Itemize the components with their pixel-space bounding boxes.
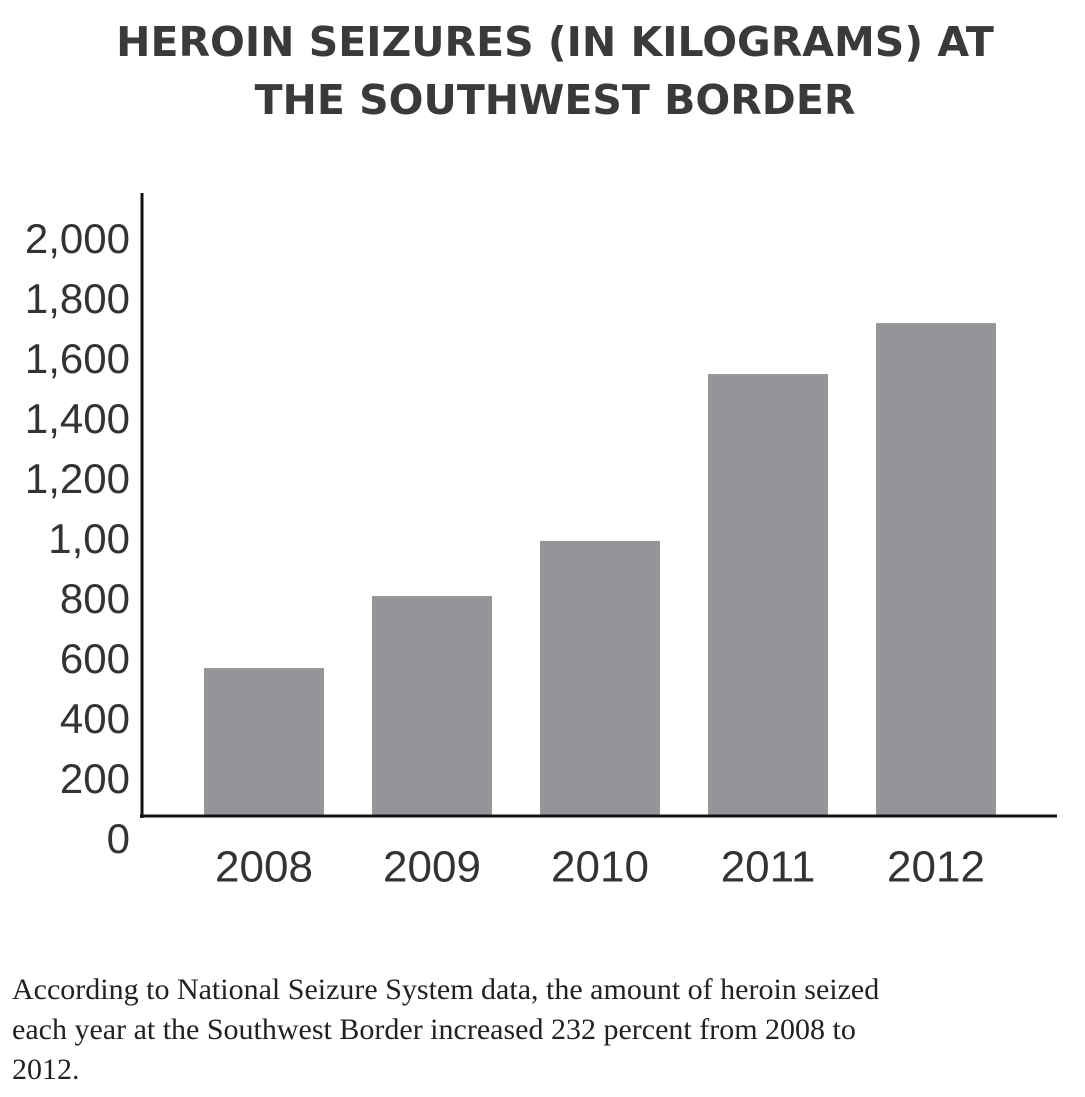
- y-tick-label: 2,000: [25, 215, 130, 262]
- caption: According to National Seizure System dat…: [12, 973, 879, 1006]
- y-tick-label: 0: [107, 815, 130, 862]
- y-tick-label: 1,800: [25, 275, 130, 322]
- x-tick-label: 2012: [887, 843, 985, 892]
- chart-title: HEROIN SEIZURES (IN KILOGRAMS) AT: [116, 18, 994, 66]
- bar: [204, 668, 324, 816]
- y-tick-label: 800: [60, 575, 130, 622]
- caption: 2012.: [12, 1053, 80, 1086]
- x-tick-label: 2009: [383, 843, 481, 892]
- y-tick-label: 1,400: [25, 395, 130, 442]
- y-tick-label: 1,200: [25, 455, 130, 502]
- y-tick-label: 1,00: [48, 515, 130, 562]
- y-tick-label: 600: [60, 635, 130, 682]
- x-tick-label: 2010: [551, 843, 649, 892]
- x-tick-label: 2008: [215, 843, 313, 892]
- caption: each year at the Southwest Border increa…: [12, 1013, 856, 1046]
- y-tick-label: 200: [60, 755, 130, 802]
- bar: [708, 374, 828, 816]
- bar: [372, 596, 492, 816]
- x-tick-label: 2011: [721, 843, 816, 892]
- y-tick-label: 1,600: [25, 335, 130, 382]
- chart-title: THE SOUTHWEST BORDER: [255, 76, 856, 124]
- y-tick-label: 400: [60, 695, 130, 742]
- bar: [540, 540, 660, 816]
- bar: [876, 323, 996, 816]
